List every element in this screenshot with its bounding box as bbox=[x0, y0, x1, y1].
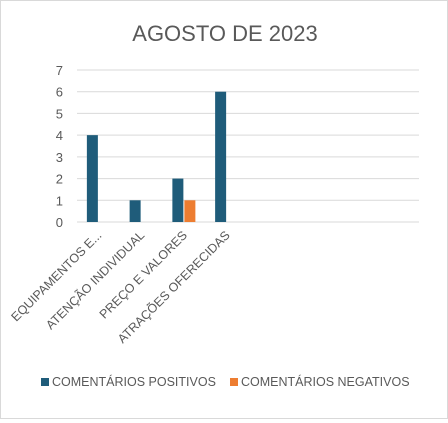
bar-positive bbox=[86, 135, 98, 222]
category-labels: EQUIPAMENTOS E...ATENÇÃO INDIVIDUALPREÇO… bbox=[8, 228, 232, 346]
y-tick-label: 6 bbox=[56, 85, 63, 100]
legend-label: COMENTÁRIOS POSITIVOS bbox=[52, 374, 216, 389]
y-tick-label: 1 bbox=[56, 193, 63, 208]
y-tick-label: 0 bbox=[56, 215, 63, 230]
bar-positive bbox=[215, 91, 227, 222]
legend-label: COMENTÁRIOS NEGATIVOS bbox=[241, 374, 410, 389]
y-tick-label: 4 bbox=[56, 128, 63, 143]
legend: COMENTÁRIOS POSITIVOS COMENTÁRIOS NEGATIV… bbox=[41, 374, 410, 389]
y-tick-label: 7 bbox=[56, 63, 63, 78]
bar-positive bbox=[129, 200, 141, 222]
bar-negative bbox=[184, 200, 196, 222]
legend-swatch bbox=[230, 378, 238, 386]
gridlines bbox=[77, 69, 419, 223]
bars bbox=[86, 91, 227, 222]
y-tick-label: 3 bbox=[56, 150, 63, 165]
bar-positive bbox=[172, 178, 184, 222]
y-tick-label: 5 bbox=[56, 106, 63, 121]
y-tick-label: 2 bbox=[56, 172, 63, 187]
y-axis-ticks: 0 1 2 3 4 5 6 7 bbox=[56, 63, 63, 230]
chart-title: AGOSTO DE 2023 bbox=[132, 21, 317, 46]
legend-swatch bbox=[41, 378, 49, 386]
